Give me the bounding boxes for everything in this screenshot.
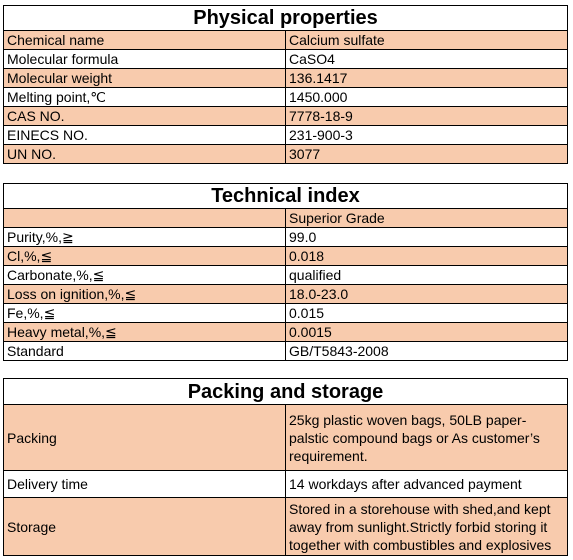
row-value: 18.0-23.0 xyxy=(285,284,568,304)
row-value: 25kg plastic woven bags, 50LB paper-pals… xyxy=(285,404,568,471)
title-row: Technical index xyxy=(3,183,568,209)
title-row: Physical properties xyxy=(3,5,568,31)
table-row: Cl,%,≦ 0.018 xyxy=(3,246,568,266)
table-row: EINECS NO. 231-900-3 xyxy=(3,125,568,145)
row-label: Molecular weight xyxy=(3,68,286,88)
row-value: 0.015 xyxy=(285,303,568,323)
row-label: Melting point,℃ xyxy=(3,87,286,107)
row-value: 1450.000 xyxy=(285,87,568,107)
table-row: Molecular formula CaSO4 xyxy=(3,49,568,69)
row-value: 99.0 xyxy=(285,227,568,247)
table-row: Melting point,℃ 1450.000 xyxy=(3,87,568,107)
table-row: Heavy metal,%,≦ 0.0015 xyxy=(3,322,568,342)
row-value: 3077 xyxy=(285,144,568,164)
row-label: EINECS NO. xyxy=(3,125,286,145)
table-row: Fe,%,≦ 0.015 xyxy=(3,303,568,323)
row-value: 231-900-3 xyxy=(285,125,568,145)
row-label: Purity,%,≧ xyxy=(3,227,286,247)
row-value: Calcium sulfate xyxy=(285,30,568,50)
row-value: 136.1417 xyxy=(285,68,568,88)
row-label: Cl,%,≦ xyxy=(3,246,286,266)
row-label: Standard xyxy=(3,341,286,361)
row-label: Loss on ignition,%,≦ xyxy=(3,284,286,304)
row-label: Chemical name xyxy=(3,30,286,50)
row-label: UN NO. xyxy=(3,144,286,164)
empty-cell xyxy=(3,208,286,228)
row-label: Fe,%,≦ xyxy=(3,303,286,323)
row-value: 14 workdays after advanced payment xyxy=(285,470,568,498)
technical-index-table: Technical index Superior Grade Purity,%,≧ 9… xyxy=(3,183,568,361)
table-row: CAS NO. 7778-18-9 xyxy=(3,106,568,126)
table-row: Packing 25kg plastic woven bags, 50LB pap… xyxy=(3,404,568,471)
row-value: CaSO4 xyxy=(285,49,568,69)
row-label: Delivery time xyxy=(3,470,286,498)
table-title: Packing and storage xyxy=(3,378,568,405)
table-row: Purity,%,≧ 99.0 xyxy=(3,227,568,247)
grade-header: Superior Grade xyxy=(285,208,568,228)
row-value: qualified xyxy=(285,265,568,285)
table-row: Chemical name Calcium sulfate xyxy=(3,30,568,50)
table-row: Loss on ignition,%,≦ 18.0-23.0 xyxy=(3,284,568,304)
row-label: CAS NO. xyxy=(3,106,286,126)
row-label: Molecular formula xyxy=(3,49,286,69)
row-label: Storage xyxy=(3,497,286,556)
row-label: Carbonate,%,≦ xyxy=(3,265,286,285)
row-value: 0.0015 xyxy=(285,322,568,342)
physical-properties-table: Physical properties Chemical name Calcium … xyxy=(3,5,568,164)
grade-row: Superior Grade xyxy=(3,208,568,228)
row-value: Stored in a storehouse with shed,and kep… xyxy=(285,497,568,556)
packing-storage-table: Packing and storage Packing 25kg plastic w… xyxy=(3,378,568,556)
row-value: 7778-18-9 xyxy=(285,106,568,126)
table-row: UN NO. 3077 xyxy=(3,144,568,164)
title-row: Packing and storage xyxy=(3,378,568,405)
table-row: Standard GB/T5843-2008 xyxy=(3,341,568,361)
table-row: Storage Stored in a storehouse with shed,… xyxy=(3,497,568,556)
row-label: Heavy metal,%,≦ xyxy=(3,322,286,342)
row-label: Packing xyxy=(3,404,286,471)
table-row: Delivery time 14 workdays after advanced … xyxy=(3,470,568,498)
table-row: Carbonate,%,≦ qualified xyxy=(3,265,568,285)
table-row: Molecular weight 136.1417 xyxy=(3,68,568,88)
table-title: Physical properties xyxy=(3,5,568,31)
table-title: Technical index xyxy=(3,183,568,209)
row-value: GB/T5843-2008 xyxy=(285,341,568,361)
row-value: 0.018 xyxy=(285,246,568,266)
